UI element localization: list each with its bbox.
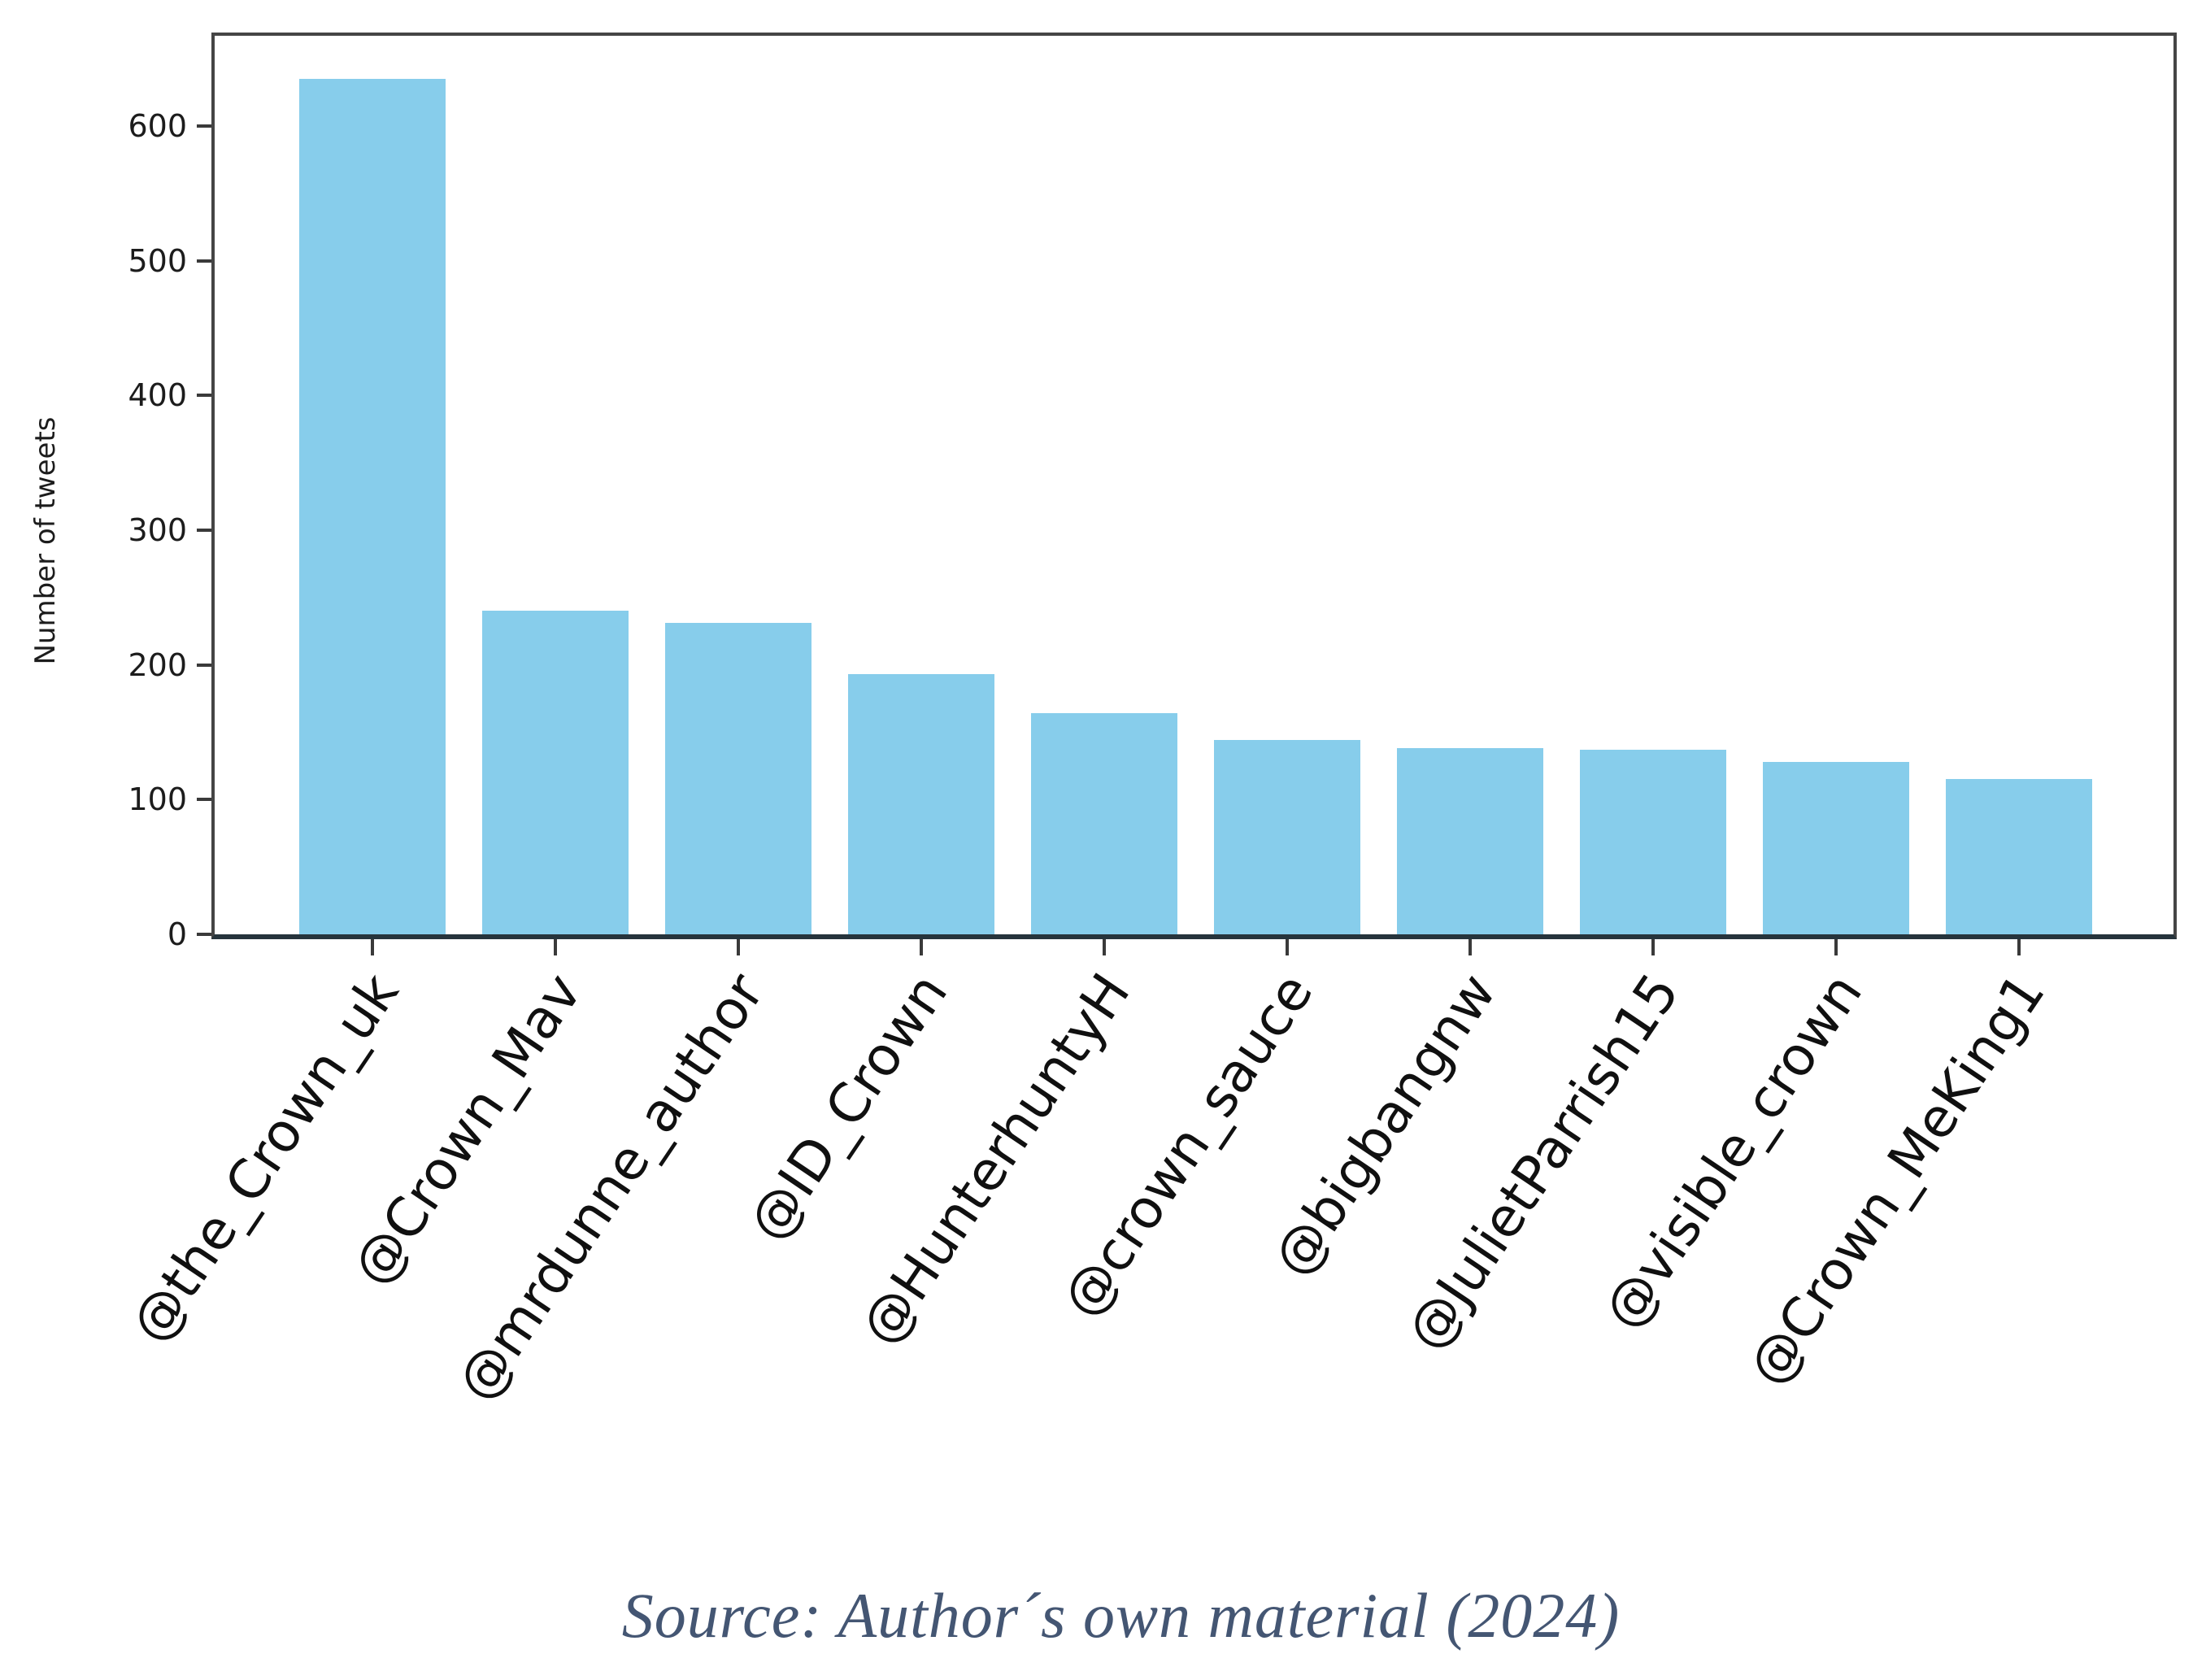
y-tick-label-400: 400 [128, 377, 187, 414]
x-tick-mark [2017, 939, 2021, 955]
x-tick-mark [1468, 939, 1472, 955]
y-tick-label-600: 600 [128, 107, 187, 144]
bar-bigbangnw [1397, 748, 1543, 934]
x-tick-mark [371, 939, 374, 955]
bar-ID_Crown [848, 674, 994, 934]
x-tick-mark [1651, 939, 1655, 955]
x-tick-mark [1103, 939, 1106, 955]
y-tick-mark [197, 933, 211, 936]
y-tick-label-100: 100 [128, 781, 187, 818]
y-tick-label-500: 500 [128, 242, 187, 279]
bar-the_Crown_uk [299, 79, 446, 934]
bar-JulietParrish15 [1580, 750, 1726, 934]
y-tick-label-0: 0 [167, 916, 187, 952]
x-tick-mark [554, 939, 557, 955]
source-caption: Source: Author´s own material (2024) [621, 1580, 1621, 1651]
bar-HunterhuntyH [1031, 713, 1177, 934]
y-tick-mark [197, 259, 211, 263]
y-tick-mark [197, 124, 211, 128]
y-tick-label-300: 300 [128, 511, 187, 548]
bar-crown_sauce [1214, 740, 1360, 934]
bar-Crown_Mav [482, 611, 629, 934]
plot-area [211, 33, 2177, 939]
y-tick-mark [197, 394, 211, 398]
bars-container [215, 36, 2173, 934]
x-tick-mark [920, 939, 923, 955]
bar-visible_crown [1763, 762, 1909, 934]
x-tick-mark [737, 939, 740, 955]
x-tick-mark [1834, 939, 1838, 955]
y-tick-mark [197, 798, 211, 802]
bar-Crown_MeKing1 [1946, 779, 2092, 934]
y-tick-mark [197, 528, 211, 532]
y-tick-label-200: 200 [128, 646, 187, 683]
bar-mrdunne_author [665, 623, 811, 934]
y-tick-mark [197, 663, 211, 667]
x-tick-mark [1286, 939, 1289, 955]
